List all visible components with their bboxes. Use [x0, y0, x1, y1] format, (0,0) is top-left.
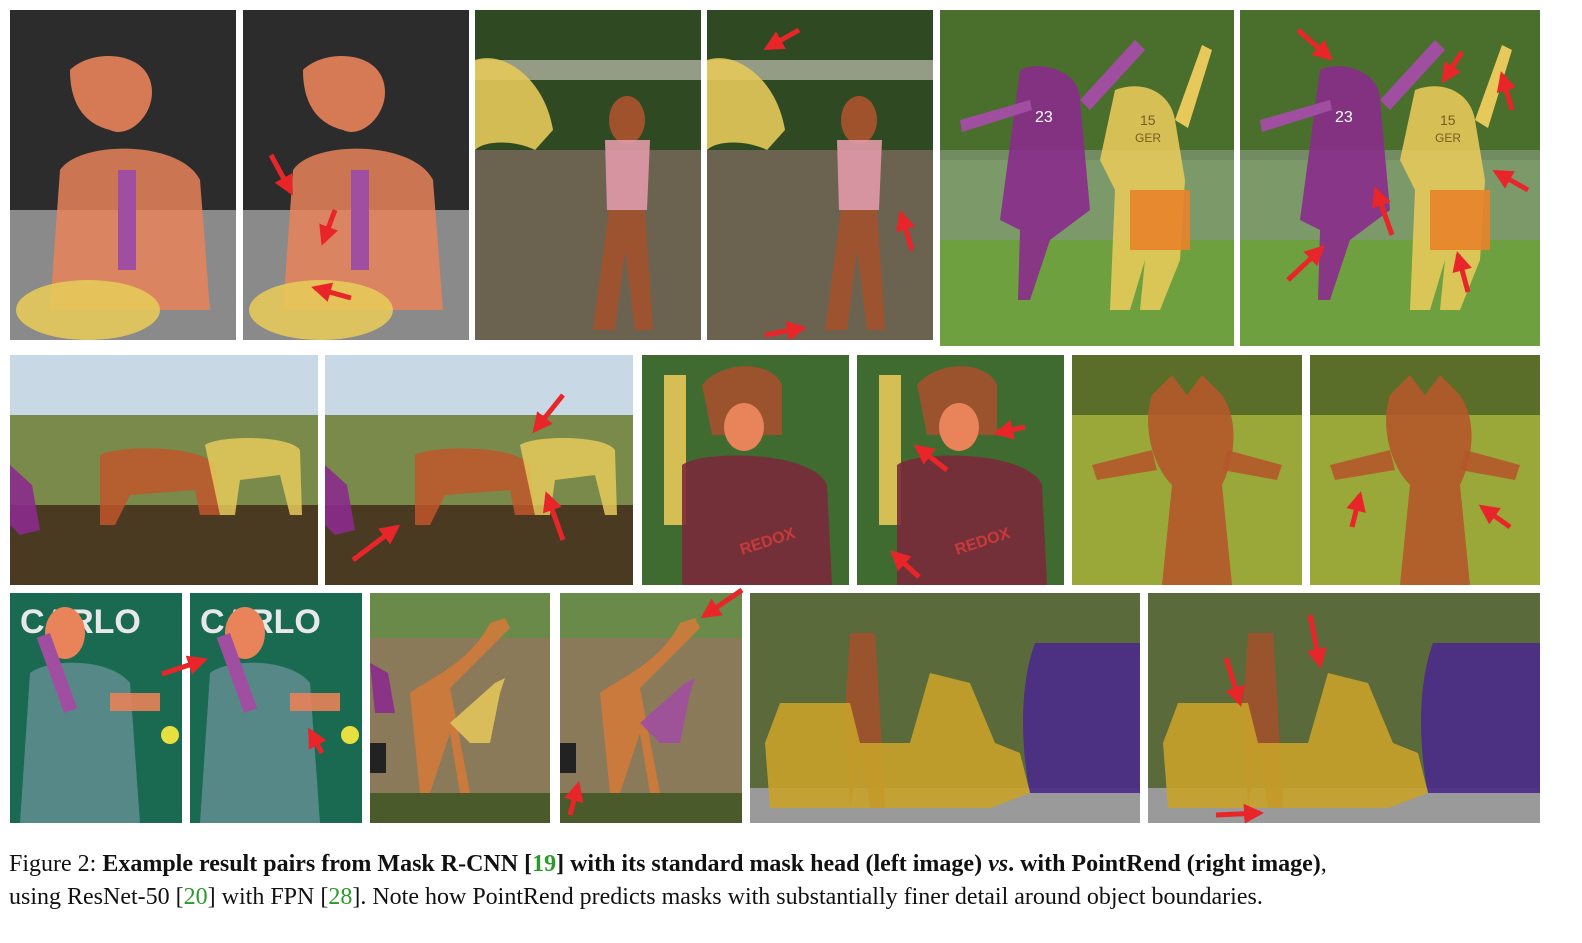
caption-line-2: using ResNet-50 [20] with FPN [28]. Note…	[9, 881, 1569, 914]
arrow-icon	[1286, 245, 1325, 282]
baseball-batter-maskrcnn-image: REDOX	[642, 355, 849, 585]
arrow-icon	[311, 282, 352, 302]
horse-girl-pointrend-image	[707, 10, 933, 340]
jersey-number-15: 15	[1140, 112, 1156, 128]
citation-mask-rcnn[interactable]: 19	[532, 851, 557, 877]
caption-bold-mid2: . with PointRend (right image)	[1008, 851, 1321, 877]
arrow-icon	[1296, 28, 1334, 61]
arrow-icon	[268, 153, 294, 196]
arrow-icon	[1371, 186, 1395, 236]
baseball-batter-pointrend-image: REDOX	[857, 355, 1064, 585]
arrow-icon	[1223, 657, 1245, 707]
zebras-pointrend-image	[325, 355, 633, 585]
tennis-player-maskrcnn-image: CARLO	[10, 593, 182, 823]
arrow-icon	[1441, 50, 1465, 84]
tennis-player-pointrend-image: CARLO	[190, 593, 362, 823]
arrow-icon	[700, 587, 744, 619]
arrow-icon	[319, 209, 338, 246]
arrow-icon	[351, 524, 401, 562]
arrow-icon	[1492, 169, 1530, 193]
arrow-icon	[913, 444, 949, 472]
arrow-icon	[890, 550, 921, 579]
child-bowl-maskrcnn-image	[10, 10, 236, 340]
arrow-icon	[532, 393, 565, 434]
caption-bold-mid1: ] with its standard mask head (left imag…	[556, 851, 989, 877]
giraffe-head-maskrcnn-image	[1072, 355, 1302, 585]
arrow-icon	[542, 491, 566, 541]
horse-girl-maskrcnn-image	[475, 10, 701, 340]
frisbee-players-maskrcnn-image: 23 15 GER	[940, 10, 1234, 346]
caption-line2-pre: using ResNet-50 [	[9, 884, 184, 910]
arrow-icon	[1215, 803, 1264, 823]
caption-bold-pre: Example result pairs from Mask R-CNN [	[102, 851, 533, 877]
child-bowl-pointrend-image	[243, 10, 469, 340]
caption-after-bold: ,	[1320, 851, 1327, 877]
arrow-icon	[1346, 491, 1366, 528]
caption-label: Figure 2:	[9, 851, 97, 877]
arrow-icon	[1478, 504, 1512, 530]
motorcycle-car-pointrend-image	[1148, 593, 1540, 823]
arrow-icon	[564, 781, 584, 816]
arrow-icon	[1452, 251, 1472, 293]
giraffes-pointrend-image	[560, 593, 742, 823]
jersey-number-15: 15	[1440, 112, 1456, 128]
caption-line2-post: ]. Note how PointRend predicts masks wit…	[352, 884, 1263, 910]
caption-line2-mid: ] with FPN [	[207, 884, 329, 910]
jersey-number-23: 23	[1335, 109, 1353, 126]
citation-fpn[interactable]: 28	[328, 884, 353, 910]
arrow-icon	[993, 419, 1026, 440]
jersey-text-ger: GER	[1135, 131, 1161, 145]
citation-resnet[interactable]: 20	[183, 884, 208, 910]
motorcycle-car-maskrcnn-image	[750, 593, 1140, 823]
figure-caption: Figure 2: Example result pairs from Mask…	[9, 848, 1569, 914]
arrow-icon	[763, 27, 801, 51]
frisbee-players-pointrend-image: 23 15 GER	[1240, 10, 1540, 346]
giraffe-head-pointrend-image	[1310, 355, 1540, 585]
caption-vs: vs	[988, 851, 1009, 877]
arrow-icon	[307, 727, 327, 755]
caption-line-1: Figure 2: Example result pairs from Mask…	[9, 848, 1569, 881]
arrow-icon	[896, 210, 916, 251]
giraffes-maskrcnn-image	[370, 593, 550, 823]
jersey-text-ger: GER	[1435, 131, 1461, 145]
zebras-maskrcnn-image	[10, 355, 318, 585]
jersey-number-23: 23	[1035, 109, 1053, 126]
arrow-icon	[1496, 71, 1517, 111]
arrow-icon	[764, 321, 807, 340]
arrow-icon	[1307, 614, 1327, 669]
arrow-icon	[161, 655, 208, 677]
